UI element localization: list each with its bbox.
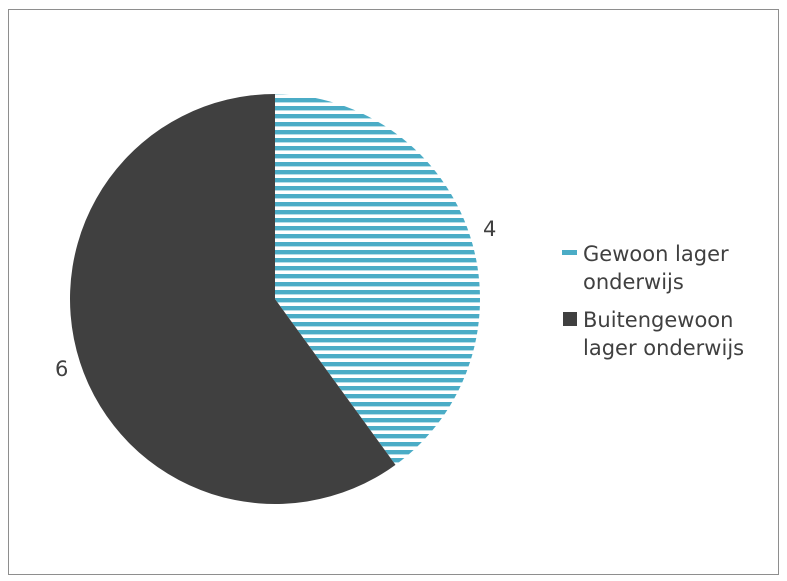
data-label-gewoon: 4 (482, 217, 497, 242)
legend-item-gewoon: Gewoon lager onderwijs (562, 240, 782, 296)
chart-frame: 4 6 Gewoon lager onderwijs Buitengewoon … (8, 9, 779, 575)
striped-swatch-icon (562, 245, 577, 260)
legend-item-buitengewoon: Buitengewoon lager onderwijs (562, 306, 782, 362)
pie-slice-buitengewoon (69, 94, 396, 505)
legend-label-gewoon: Gewoon lager onderwijs (583, 242, 729, 294)
pie-chart (69, 94, 480, 505)
legend-label-buitengewoon: Buitengewoon lager onderwijs (583, 308, 745, 360)
solid-swatch-icon (562, 311, 577, 326)
data-label-buitengewoon: 6 (55, 356, 69, 381)
chart-legend: Gewoon lager onderwijs Buitengewoon lage… (562, 240, 782, 372)
pie-slice-gewoon (275, 94, 480, 465)
